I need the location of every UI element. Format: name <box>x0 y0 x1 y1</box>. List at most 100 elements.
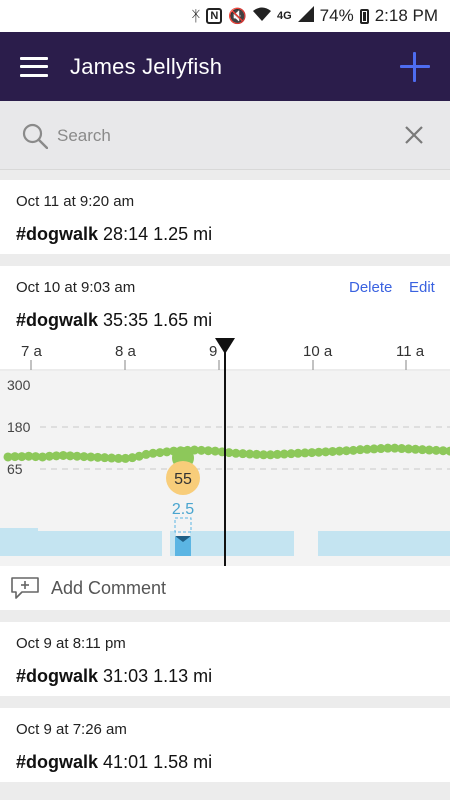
heart-rate-point <box>3 452 13 462</box>
heart-rate-point <box>300 448 310 458</box>
activity-duration: 28:14 <box>103 224 149 244</box>
heart-rate-point <box>252 449 262 459</box>
activity-summary: #dogwalk 41:01 1.58 mi <box>16 752 212 773</box>
activity-bar <box>0 531 38 556</box>
activity-tag: #dogwalk <box>16 224 99 244</box>
hamburger-menu-icon[interactable] <box>20 56 48 77</box>
heart-rate-point <box>24 451 34 461</box>
heart-rate-point <box>431 445 441 455</box>
mute-icon: 🔇 <box>228 8 247 25</box>
activity-duration: 31:03 <box>103 666 149 686</box>
lte-icon: 4G <box>276 10 292 22</box>
delete-button[interactable]: Delete <box>349 279 393 296</box>
activity-distance: 1.58 mi <box>153 752 213 772</box>
heart-rate-point <box>348 445 358 455</box>
heart-rate-point <box>424 445 434 455</box>
heart-rate-point <box>445 446 450 456</box>
activity-highlight-bar <box>175 537 191 556</box>
activity-card[interactable]: Oct 9 at 7:26 am #dogwalk 41:01 1.58 mi <box>0 708 450 782</box>
heart-rate-point <box>210 446 220 456</box>
activity-bar <box>122 531 162 556</box>
activity-bar <box>38 531 122 556</box>
activity-bar <box>0 528 38 532</box>
activity-card[interactable]: Oct 11 at 9:20 am #dogwalk 28:14 1.25 mi <box>0 180 450 254</box>
heart-rate-point <box>86 452 96 462</box>
heart-rate-point <box>376 444 386 454</box>
close-icon[interactable] <box>404 125 424 145</box>
activity-tag: #dogwalk <box>16 752 99 772</box>
heart-rate-point <box>120 453 130 463</box>
wifi-icon <box>252 7 271 25</box>
status-bar: ᛡ N 🔇 4G 74% 2:18 PM <box>0 0 450 32</box>
heart-rate-point <box>259 450 269 460</box>
heart-rate-point <box>272 449 282 459</box>
activity-tag: #dogwalk <box>16 310 99 330</box>
heart-rate-point <box>390 443 400 453</box>
heart-rate-point <box>314 447 324 457</box>
heart-rate-point <box>438 446 448 456</box>
heart-rate-point <box>51 451 61 461</box>
heart-rate-point <box>238 449 248 459</box>
activity-chart[interactable]: 7 a 8 a 9 10 a 11 a 300 180 65 55 2.5 <box>0 338 450 566</box>
heart-rate-point <box>286 449 296 459</box>
y-tick-label: 65 <box>7 461 23 477</box>
signal-icon <box>297 6 314 26</box>
search-input[interactable] <box>57 121 377 151</box>
nfc-icon: N <box>206 8 223 24</box>
activity-chart-svg[interactable]: 7 a 8 a 9 10 a 11 a 300 180 65 55 2.5 <box>0 338 450 566</box>
clock: 2:18 PM <box>374 6 438 25</box>
heart-rate-point <box>148 448 158 458</box>
activity-summary: #dogwalk 28:14 1.25 mi <box>16 224 212 245</box>
heart-rate-point <box>17 452 27 462</box>
edit-button[interactable]: Edit <box>409 279 435 296</box>
y-tick-label: 300 <box>7 377 31 393</box>
activity-distance: 1.25 mi <box>153 224 213 244</box>
x-tick-label: 9 <box>209 343 217 360</box>
heart-rate-point <box>10 452 20 462</box>
heart-rate-point <box>362 444 372 454</box>
time-cursor-handle <box>215 338 235 354</box>
page-title: James Jellyfish <box>70 53 223 79</box>
plus-icon[interactable] <box>400 52 430 82</box>
activity-card[interactable]: Oct 9 at 8:11 pm #dogwalk 31:03 1.13 mi <box>0 622 450 696</box>
heart-rate-point <box>369 444 379 454</box>
add-comment-button[interactable]: Add Comment <box>0 566 450 610</box>
heart-rate-point <box>72 451 82 461</box>
x-tick-label: 10 a <box>303 343 333 360</box>
heart-rate-point <box>162 447 172 457</box>
app-bar: James Jellyfish <box>0 32 450 101</box>
activity-value-label: 2.5 <box>172 501 194 518</box>
heart-rate-point <box>100 453 110 463</box>
activity-card-expanded[interactable]: Oct 10 at 9:03 am Delete Edit #dogwalk 3… <box>0 266 450 610</box>
value-badge <box>166 461 200 495</box>
heart-rate-point <box>107 453 117 463</box>
heart-rate-point <box>245 449 255 459</box>
activity-date: Oct 9 at 8:11 pm <box>16 635 126 652</box>
activity-bar <box>318 531 450 556</box>
heart-rate-point <box>203 446 213 456</box>
heart-rate-point <box>265 450 275 460</box>
heart-rate-point <box>231 448 241 458</box>
activity-date: Oct 11 at 9:20 am <box>16 193 135 210</box>
search-bar <box>0 101 450 170</box>
activity-bar <box>170 531 176 556</box>
activity-summary: #dogwalk 35:35 1.65 mi <box>16 310 212 331</box>
activity-distance: 1.65 mi <box>153 310 213 330</box>
search-icon <box>22 123 48 149</box>
heart-rate-point <box>383 443 393 453</box>
add-comment-label: Add Comment <box>51 578 167 598</box>
bluetooth-icon: ᛡ <box>191 7 201 25</box>
heart-rate-point <box>328 446 338 456</box>
heart-rate-point <box>134 451 144 461</box>
heart-rate-point <box>127 453 137 463</box>
heart-rate-point <box>335 446 344 456</box>
heart-rate-point <box>38 452 48 462</box>
heart-rate-point <box>307 448 317 458</box>
heart-rate-point <box>196 445 206 455</box>
heart-rate-point <box>279 449 289 459</box>
heart-rate-point <box>417 445 427 455</box>
y-tick-label: 180 <box>7 419 31 435</box>
activity-distance: 1.13 mi <box>153 666 213 686</box>
activity-bar <box>190 531 294 556</box>
heart-rate-point <box>44 451 54 461</box>
